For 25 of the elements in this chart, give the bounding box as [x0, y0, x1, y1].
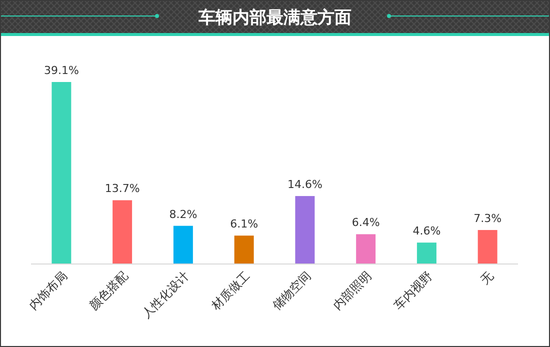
- x-tick-label: 颜色搭配: [86, 268, 131, 312]
- x-tick-label: 车内视野: [391, 268, 436, 312]
- data-label: 6.1%: [230, 218, 258, 231]
- bar: [52, 82, 72, 264]
- x-tick-label: 无: [478, 268, 496, 287]
- chart-title: 车辆内部最满意方面: [198, 8, 352, 28]
- x-tick-label: 人性化设计: [139, 268, 192, 321]
- data-label: 13.7%: [104, 182, 140, 196]
- x-tick-label: 内饰布局: [26, 268, 70, 312]
- data-label: 39.1%: [44, 64, 79, 77]
- x-tick-label: 储物空间: [270, 268, 314, 312]
- data-label: 8.2%: [169, 208, 198, 221]
- x-tick-label: 材质做工: [208, 268, 253, 314]
- bar: [173, 226, 193, 264]
- x-tick-label: 内部照明: [330, 268, 374, 312]
- bar: [356, 234, 376, 264]
- data-label: 14.6%: [287, 178, 322, 192]
- data-label: 4.6%: [412, 224, 441, 238]
- bar: [295, 196, 315, 264]
- bar: [478, 230, 498, 264]
- bar: [416, 242, 436, 264]
- bar: [234, 236, 254, 264]
- bar: [112, 200, 132, 264]
- data-label: 7.3%: [474, 212, 502, 226]
- data-label: 6.4%: [352, 216, 380, 230]
